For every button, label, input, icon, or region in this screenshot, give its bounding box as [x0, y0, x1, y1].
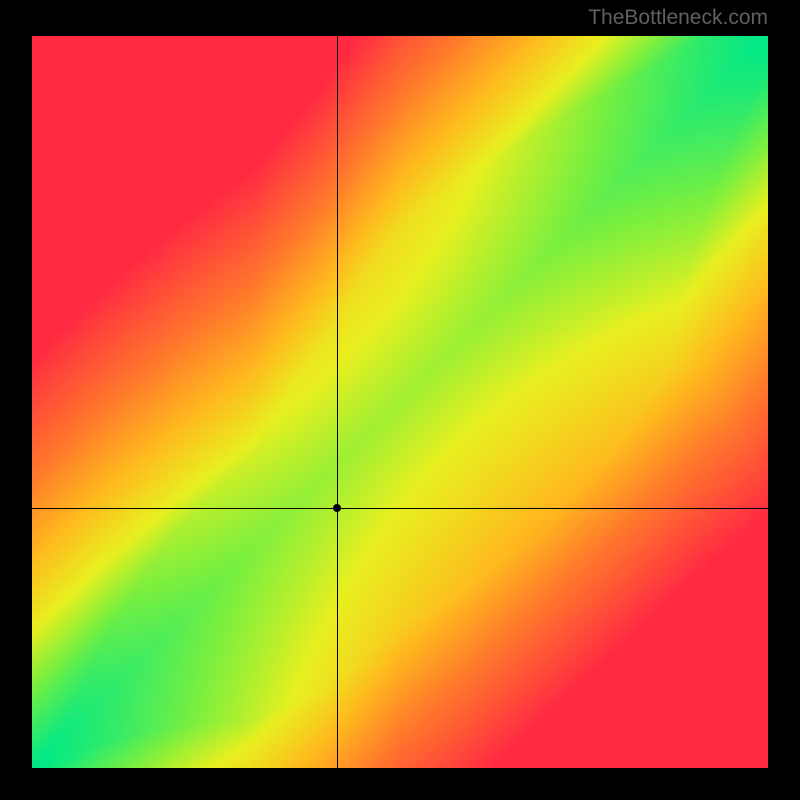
crosshair-marker: [333, 504, 341, 512]
watermark-text: TheBottleneck.com: [588, 6, 768, 30]
crosshair-horizontal: [32, 508, 768, 509]
crosshair-vertical: [337, 36, 338, 768]
heatmap-plot: [32, 36, 768, 768]
heatmap-canvas: [32, 36, 768, 768]
